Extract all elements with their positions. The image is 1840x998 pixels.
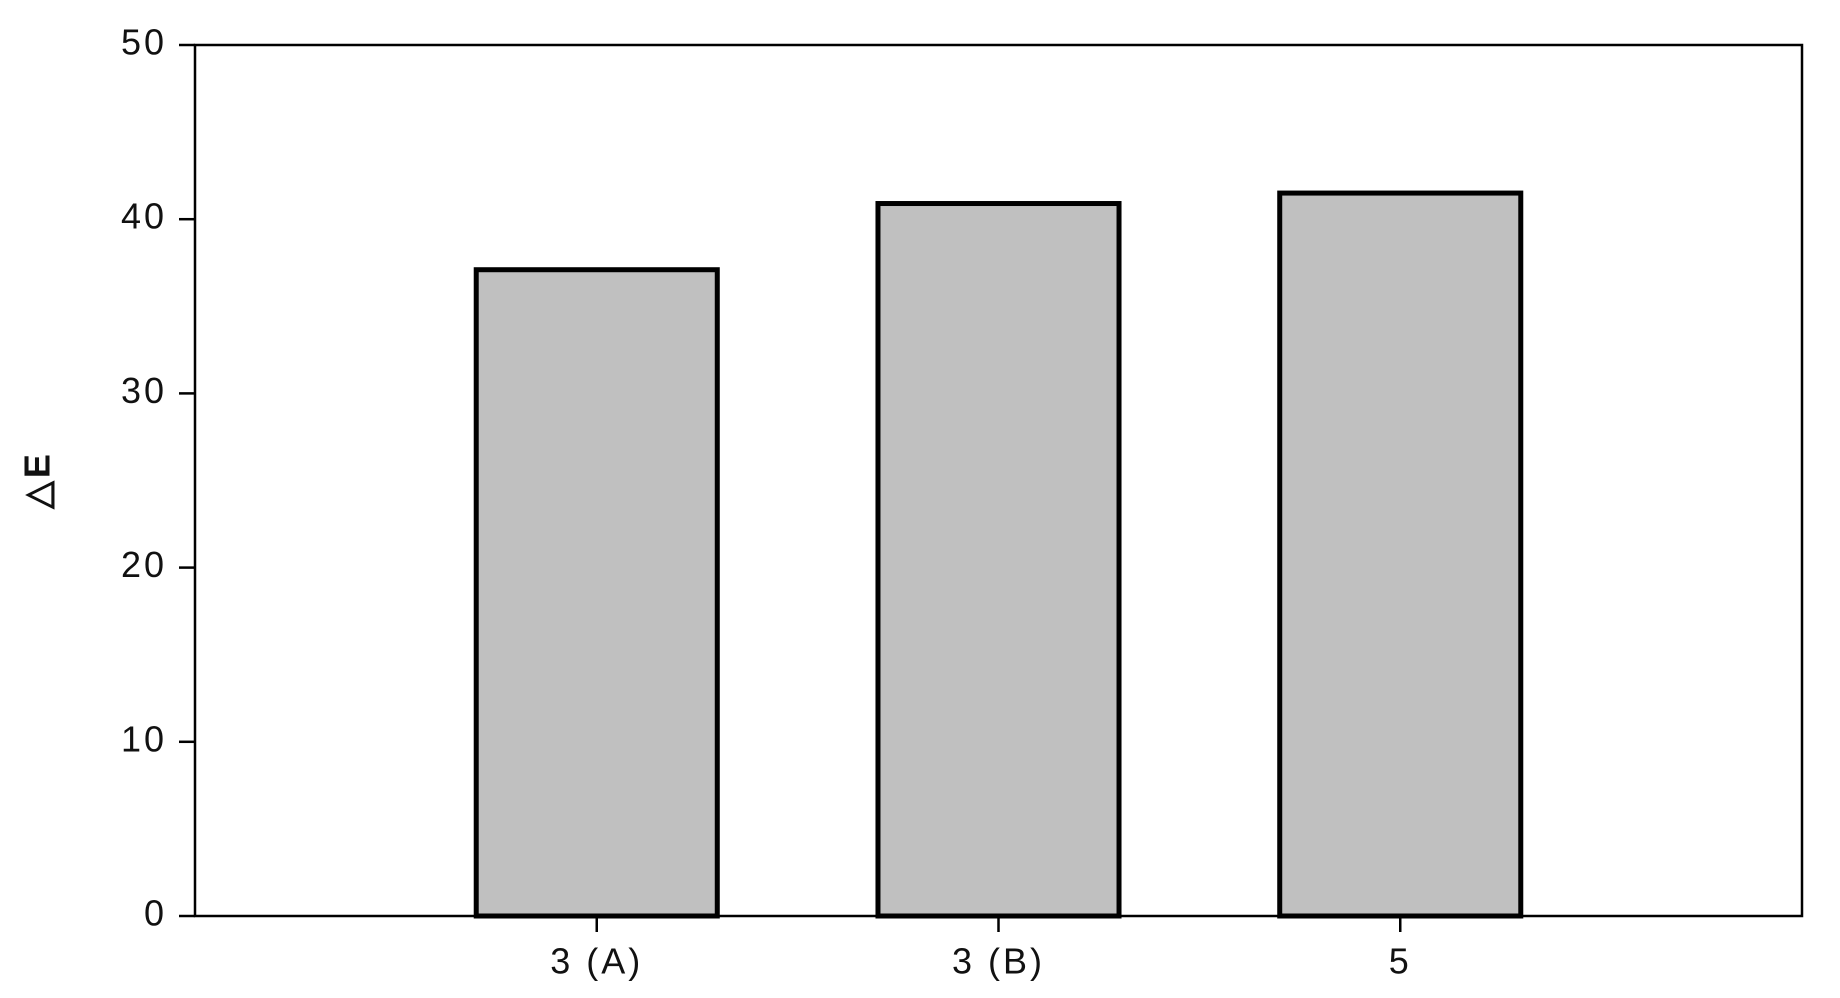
y-tick-label: 30 bbox=[121, 370, 167, 411]
bar bbox=[875, 201, 1122, 919]
bar bbox=[1277, 190, 1524, 919]
bar bbox=[473, 267, 720, 919]
x-tick-label: 5 bbox=[1389, 941, 1412, 982]
y-tick-label: 20 bbox=[121, 544, 167, 585]
y-axis-label: △E bbox=[17, 451, 58, 510]
x-tick-label: 3 (A) bbox=[550, 941, 643, 982]
y-tick-label: 10 bbox=[121, 718, 167, 759]
y-tick-label: 40 bbox=[121, 196, 167, 237]
y-tick-label: 0 bbox=[144, 893, 167, 934]
x-tick-label: 3 (B) bbox=[952, 941, 1045, 982]
y-tick-label: 50 bbox=[121, 22, 167, 63]
